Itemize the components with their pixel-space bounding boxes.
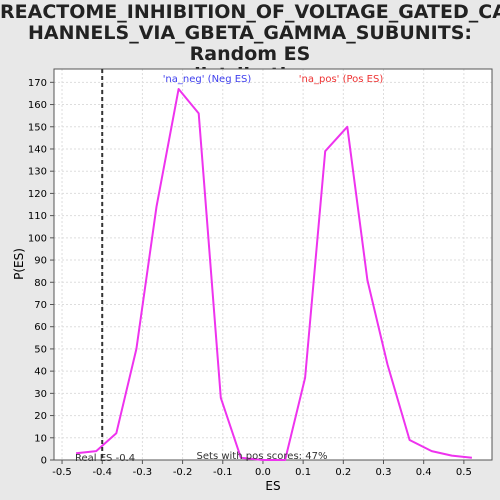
series	[75, 88, 473, 461]
pos-es-label: 'na_pos' (Pos ES)	[299, 74, 384, 85]
x-tick-label: -0.3	[133, 467, 153, 478]
y-tick-label: 90	[34, 256, 47, 267]
es-distribution-line	[75, 88, 473, 461]
x-tick-label: 0.1	[295, 467, 311, 478]
y-tick-label: 130	[28, 167, 47, 178]
x-tick-label: 0.5	[456, 467, 472, 478]
plot-area	[54, 69, 492, 460]
y-tick-label: 70	[34, 300, 47, 311]
y-tick-label: 150	[28, 122, 47, 133]
y-tick-label: 30	[34, 389, 47, 400]
y-tick-label: 170	[28, 78, 47, 89]
y-tick-label: 120	[28, 189, 47, 200]
x-tick-label: 0.2	[335, 467, 351, 478]
neg-es-label: 'na_neg' (Neg ES)	[163, 74, 252, 85]
x-tick-label: -0.4	[92, 467, 112, 478]
y-axis-label: P(ES)	[12, 248, 26, 280]
grid	[54, 69, 492, 461]
y-tick-label: 80	[34, 278, 47, 289]
x-tick-label: 0.4	[416, 467, 432, 478]
x-tick-label: -0.5	[52, 467, 72, 478]
y-tick-label: 160	[28, 100, 47, 111]
y-tick-label: 60	[34, 322, 47, 333]
y-tick-label: 110	[28, 211, 47, 222]
title-line-2: HANNELS_VIA_GBETA_GAMMA_SUBUNITS: Random…	[28, 22, 472, 65]
y-tick-label: 50	[34, 344, 47, 355]
y-tick-label: 100	[28, 233, 47, 244]
x-tick-label: -0.1	[213, 467, 233, 478]
title-line-1: REACTOME_INHIBITION_OF_VOLTAGE_GATED_CA2…	[0, 1, 500, 23]
axes: 0 10 20 30 40 50 60 70 80 90 100 110 120 130 140 150 160…	[28, 68, 493, 478]
y-tick-label: 10	[34, 433, 47, 444]
y-tick-label: 0	[41, 456, 47, 467]
pos-scores-label: Sets with pos scores: 47%	[197, 451, 328, 462]
real-es-label: Real ES -0.4	[75, 453, 135, 464]
y-tick-label: 40	[34, 367, 47, 378]
x-tick-label: 0.3	[376, 467, 392, 478]
y-tick-label: 140	[28, 144, 47, 155]
x-tick-label: -0.2	[173, 467, 193, 478]
x-tick-label: 0.0	[255, 467, 271, 478]
y-tick-label: 20	[34, 411, 47, 422]
x-axis-label: ES	[265, 479, 280, 493]
